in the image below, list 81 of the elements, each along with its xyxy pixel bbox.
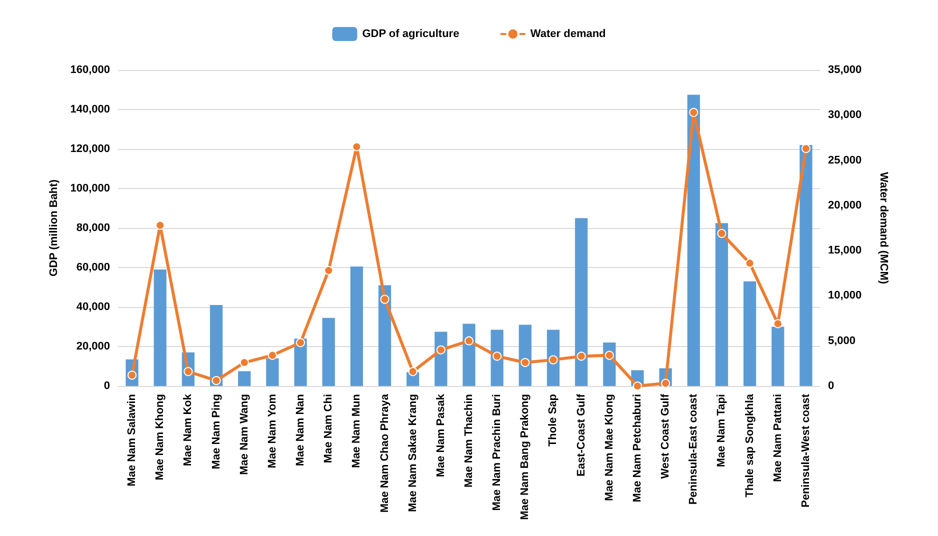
point — [661, 378, 670, 388]
point — [576, 352, 586, 361]
x-tick-label: Mae Nam Wang — [238, 394, 250, 475]
point — [773, 319, 782, 328]
x-tick-label: Mae Nam Khong — [154, 394, 166, 480]
x-tick-label: Thale sap Songkhla — [744, 393, 756, 498]
point — [408, 367, 418, 376]
bar — [518, 324, 532, 386]
legend-label: Water demand — [530, 28, 606, 40]
x-tick-label: East-Coast Gulf — [575, 394, 588, 477]
x-tick-label: Peninsula-East coast — [688, 394, 700, 505]
point — [324, 266, 334, 275]
point — [604, 350, 614, 360]
bar — [575, 218, 588, 386]
y2-tick-label: 5,000 — [828, 334, 856, 347]
point — [352, 142, 362, 152]
y2-tick-label: 15,000 — [828, 244, 862, 257]
bar — [154, 269, 166, 386]
x-tick-label: Mae Nam Yom — [266, 394, 278, 468]
point — [268, 350, 277, 360]
point — [632, 382, 642, 390]
x-tick-label: Mae Nam Sakae Krang — [406, 394, 419, 512]
point — [380, 294, 390, 304]
point — [689, 108, 698, 117]
y-tick-label: 140,000 — [70, 104, 110, 116]
y2-tick-label: 35,000 — [828, 64, 862, 76]
y-tick-label: 160,000 — [70, 64, 110, 76]
x-tick-label: Thole Sap — [547, 394, 560, 447]
x-tick-label: Mae Nam Bang Prakong — [519, 394, 532, 520]
x-tick-label: Mae Nam Mun — [350, 394, 363, 468]
y-tick-label: 20,000 — [76, 340, 110, 352]
point — [548, 355, 558, 364]
point — [212, 376, 221, 386]
bar — [322, 318, 335, 386]
y2-tick-label: 0 — [828, 380, 834, 392]
y-tick-label: 80,000 — [76, 222, 110, 234]
bar — [800, 145, 812, 386]
point — [436, 345, 446, 354]
x-tick-label: Mae Nam Tapi — [716, 394, 728, 468]
bar — [687, 94, 700, 386]
x-tick-label: Mae Nam Pasak — [434, 393, 447, 478]
y2-tick-label: 10,000 — [828, 290, 862, 302]
y-tick-label: 100,000 — [70, 182, 110, 194]
x-tick-label: Mae Nam Ping — [210, 394, 222, 470]
bar — [715, 223, 728, 386]
point — [296, 338, 306, 348]
y-tick-label: 120,000 — [70, 143, 110, 155]
y2-tick-label: 30,000 — [828, 109, 862, 122]
point — [801, 144, 810, 154]
point — [717, 228, 726, 238]
x-tick-label: Peninsula-West coast — [800, 394, 812, 508]
x-tick-label: Mae Nam Pattani — [772, 394, 784, 482]
y2-axis-title: Water demand (MCM) — [878, 172, 890, 284]
x-tick-label: Mae Nam Thachin — [463, 394, 475, 488]
y-axis-title: GDP (million Baht) — [48, 179, 60, 276]
point — [492, 352, 502, 361]
bar — [743, 281, 756, 386]
x-tick-label: Mae Nam Nan — [294, 394, 307, 466]
y2-tick-label: 25,000 — [828, 154, 862, 166]
point — [464, 336, 474, 346]
legend-label: GDP of agriculture — [362, 28, 460, 40]
x-tick-label: Mae Nam Salawin — [126, 394, 138, 486]
bar — [350, 266, 363, 386]
bar — [772, 326, 784, 386]
point — [745, 258, 754, 268]
bar — [210, 305, 223, 386]
y2-tick-label: 20,000 — [828, 199, 862, 212]
point — [156, 220, 165, 230]
x-tick-label: Mae Nam Kok — [182, 393, 194, 466]
x-tick-label: West Coast Gulf — [660, 394, 672, 479]
bar — [266, 358, 279, 386]
y-tick-label: 60,000 — [76, 262, 110, 274]
y-tick-label: 40,000 — [76, 301, 110, 313]
point — [520, 358, 530, 368]
x-tick-label: Mae Nam Prachin Buri — [491, 394, 504, 511]
bar — [238, 371, 251, 386]
x-tick-label: Mae Nam Chi — [322, 394, 335, 464]
y-tick-label: 0 — [104, 380, 110, 392]
x-tick-label: Mae Nam Petchaburi — [631, 394, 644, 502]
x-tick-label: Mae Nam Mae Klong — [603, 394, 616, 501]
x-tick-label: Mae Nam Chao Phraya — [378, 393, 391, 513]
